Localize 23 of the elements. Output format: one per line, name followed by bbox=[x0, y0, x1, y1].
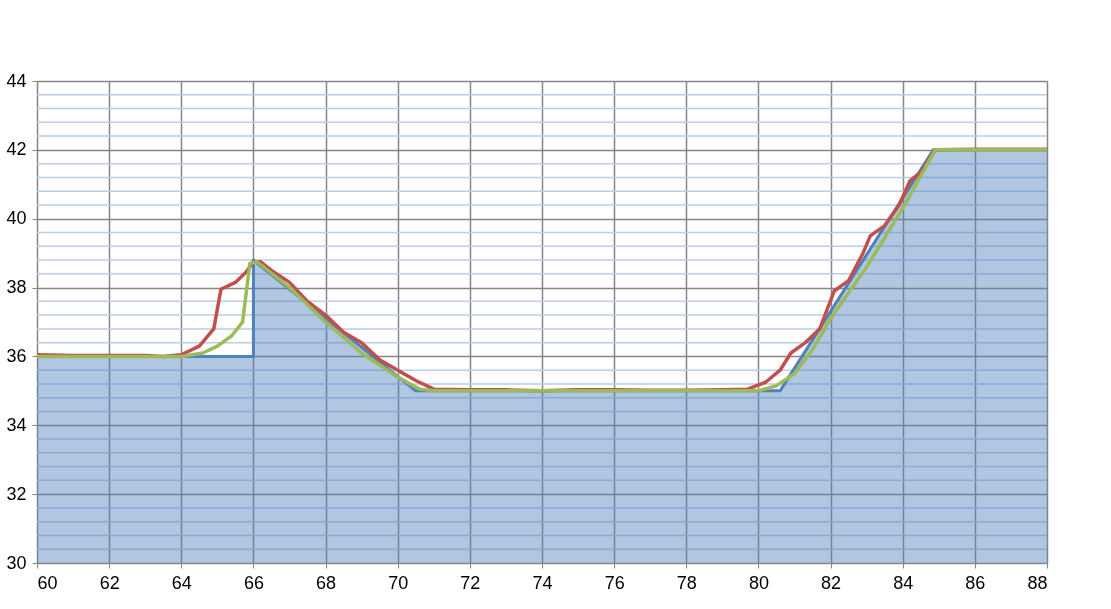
x-tick-label: 76 bbox=[604, 572, 625, 593]
x-tick-label: 88 bbox=[1027, 572, 1048, 593]
x-tick-label: 66 bbox=[243, 572, 264, 593]
y-tick-label: 30 bbox=[6, 552, 27, 573]
x-tick-label: 64 bbox=[171, 572, 192, 593]
x-tick-label: 78 bbox=[676, 572, 697, 593]
y-tick-label: 34 bbox=[6, 414, 27, 435]
x-tick-label: 84 bbox=[893, 572, 914, 593]
y-tick-label: 40 bbox=[6, 208, 27, 229]
x-tick-label: 80 bbox=[748, 572, 769, 593]
y-tick-label: 38 bbox=[6, 277, 27, 298]
x-tick-label: 70 bbox=[388, 572, 409, 593]
x-tick-label: 74 bbox=[532, 572, 553, 593]
x-tick-label: 62 bbox=[99, 572, 120, 593]
x-tick-label: 72 bbox=[460, 572, 481, 593]
y-tick-label: 36 bbox=[6, 345, 27, 366]
y-tick-label: 32 bbox=[6, 483, 27, 504]
x-tick-label: 68 bbox=[316, 572, 337, 593]
x-tick-label: 86 bbox=[965, 572, 986, 593]
x-tick-label: 60 bbox=[37, 572, 58, 593]
x-tick-label: 82 bbox=[821, 572, 842, 593]
y-tick-label: 42 bbox=[6, 139, 27, 160]
y-tick-label: 44 bbox=[6, 70, 27, 91]
